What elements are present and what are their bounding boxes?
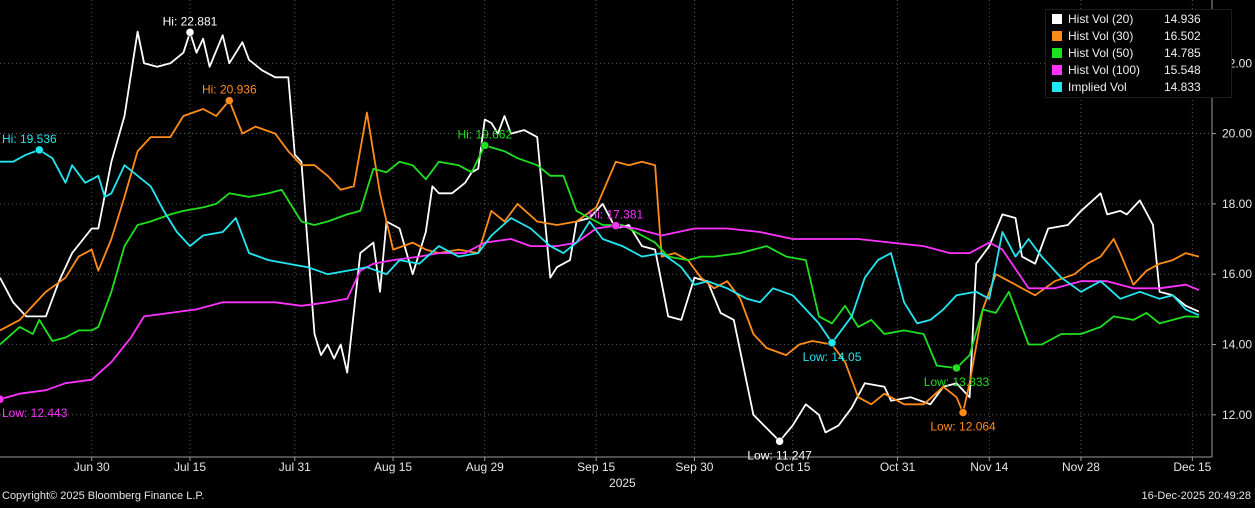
legend-last-value: 16.502	[1164, 28, 1201, 43]
low-marker	[0, 394, 5, 404]
high-marker	[185, 28, 195, 37]
legend-swatch	[1052, 13, 1062, 24]
x-tick-label: Nov 28	[1062, 460, 1100, 474]
high-marker	[225, 96, 234, 105]
x-tick-label: Aug 29	[466, 460, 504, 474]
x-year-label: 2025	[609, 476, 636, 490]
copyright-text: Copyright© 2025 Bloomberg Finance L.P.	[2, 490, 205, 502]
legend-item: Hist Vol (20) 14.936	[1046, 10, 1231, 27]
legend-series-name: Hist Vol (30)	[1068, 28, 1134, 43]
x-tick-label: Dec 15	[1173, 460, 1211, 474]
legend-swatch	[1052, 81, 1062, 92]
low-marker	[958, 408, 968, 417]
legend-last-value: 14.936	[1164, 11, 1201, 26]
series-line-hist-vol-100	[0, 224, 1200, 401]
y-tick-label: 14.00	[1222, 338, 1252, 352]
high-marker	[611, 221, 621, 230]
high-marker	[480, 141, 490, 150]
low-marker	[952, 363, 961, 373]
legend-item: Hist Vol (50) 14.785	[1046, 44, 1231, 61]
legend-last-value: 14.833	[1164, 79, 1201, 94]
series-line-hist-vol-50	[0, 144, 1199, 369]
x-tick-label: Sep 15	[577, 460, 615, 474]
x-tick-label: Oct 31	[880, 460, 916, 474]
legend-item: Implied Vol 14.833	[1046, 78, 1231, 95]
legend-swatch	[1052, 30, 1062, 41]
series-line-hist-vol-30	[0, 99, 1200, 414]
x-tick-label: Jul 31	[279, 460, 311, 474]
legend-last-value: 15.548	[1164, 62, 1201, 77]
series-line-hist-vol-20	[0, 30, 1200, 443]
high-label: Hi: 19.536	[2, 132, 57, 146]
y-tick-label: 12.00	[1222, 408, 1252, 422]
legend-swatch	[1052, 47, 1062, 58]
legend-series-name: Implied Vol	[1068, 79, 1127, 94]
low-marker	[827, 338, 837, 347]
series-line-implied-vol	[0, 149, 1200, 344]
x-tick-label: Jun 30	[74, 460, 110, 474]
legend-last-value: 14.785	[1164, 45, 1201, 60]
high-label: Hi: 22.881	[163, 14, 218, 28]
high-label: Hi: 20.936	[202, 83, 257, 97]
low-label: Low: 12.443	[2, 406, 68, 420]
x-tick-label: Sep 30	[675, 460, 713, 474]
timestamp-text: 16-Dec-2025 20:49:28	[1141, 490, 1251, 502]
x-tick-label: Aug 15	[374, 460, 412, 474]
low-label: Low: 12.064	[930, 420, 996, 434]
legend-series-name: Hist Vol (20)	[1068, 11, 1134, 26]
legend-item: Hist Vol (30) 16.502	[1046, 27, 1231, 44]
x-tick-label: Oct 15	[775, 460, 811, 474]
low-label: Low: 11.247	[747, 448, 812, 462]
legend-series-name: Hist Vol (50)	[1068, 45, 1134, 60]
high-label: Hi: 19.662	[457, 127, 512, 141]
low-label: Low: 14.05	[803, 350, 862, 364]
high-label: Hi: 17.381	[588, 208, 643, 222]
low-label: Low: 13.333	[924, 375, 990, 389]
y-tick-label: 20.00	[1222, 127, 1252, 141]
x-tick-label: Nov 14	[970, 460, 1008, 474]
y-tick-label: 16.00	[1222, 267, 1252, 281]
x-tick-label: Jul 15	[174, 460, 206, 474]
legend-item: Hist Vol (100) 15.548	[1046, 61, 1231, 78]
legend-series-name: Hist Vol (100)	[1068, 62, 1141, 77]
legend-swatch	[1052, 64, 1062, 75]
chart-legend: Hist Vol (20) 14.936 Hist Vol (30) 16.502 Hi…	[1045, 9, 1232, 98]
low-marker	[775, 437, 784, 446]
high-marker	[35, 145, 44, 155]
y-tick-label: 18.00	[1222, 197, 1252, 211]
